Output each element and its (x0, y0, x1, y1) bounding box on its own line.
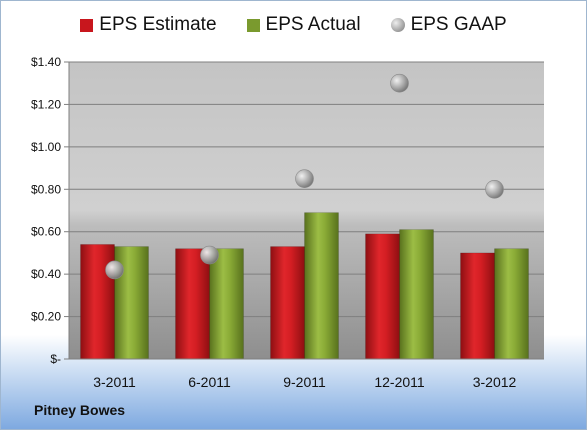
legend-label-actual: EPS Actual (265, 14, 361, 35)
legend-item-gaap: EPS GAAP (390, 14, 507, 36)
y-tick-label: $0.20 (31, 310, 61, 324)
bar-eps-actual (399, 229, 434, 360)
y-tick-label: $0.80 (31, 182, 61, 196)
legend-item-actual: EPS Actual (246, 14, 361, 36)
legend-swatch-estimate (80, 18, 94, 32)
y-tick-label: $1.40 (31, 55, 61, 69)
marker-eps-gaap (295, 169, 314, 188)
legend-swatch-actual (246, 18, 260, 32)
x-tick-label: 9-2011 (283, 374, 326, 390)
marker-eps-gaap (105, 260, 124, 280)
legend-item-estimate: EPS Estimate (80, 14, 217, 36)
x-tick-label: 3-2012 (473, 374, 517, 390)
y-tick-label: $0.40 (31, 267, 61, 281)
x-tick-label: 6-2011 (188, 374, 231, 390)
marker-eps-gaap (390, 73, 409, 93)
company-name: Pitney Bowes (34, 402, 126, 418)
bar-eps-estimate (365, 233, 400, 360)
legend: EPS Estimate EPS Actual EPS GAAP (0, 14, 587, 36)
y-tick-label: $- (50, 352, 61, 366)
bar-eps-estimate (460, 252, 495, 360)
legend-swatch-gaap (390, 18, 405, 32)
bar-eps-estimate (175, 248, 210, 360)
x-tick-label: 12-2011 (374, 374, 425, 390)
y-tick-label: $0.60 (31, 225, 61, 239)
bar-eps-actual (494, 248, 529, 360)
bar-eps-estimate (270, 246, 305, 360)
gaap-markers (105, 73, 504, 280)
y-axis: $- $0.20 $0.40 $0.60 $0.80 $1.00 $1.20 $1.40 (31, 55, 70, 366)
marker-eps-gaap (485, 179, 504, 199)
y-tick-label: $1.00 (31, 140, 61, 154)
bar-eps-actual (209, 248, 244, 360)
x-tick-label: 3-2011 (93, 374, 136, 390)
bar-eps-estimate (80, 244, 115, 360)
legend-label-gaap: EPS GAAP (410, 14, 507, 35)
x-axis: 3-2011 6-2011 9-2011 12-2011 3-2012 (69, 358, 544, 390)
marker-eps-gaap (200, 245, 219, 265)
y-tick-label: $1.20 (31, 97, 61, 111)
bar-eps-actual (304, 212, 339, 360)
legend-label-estimate: EPS Estimate (99, 14, 217, 35)
